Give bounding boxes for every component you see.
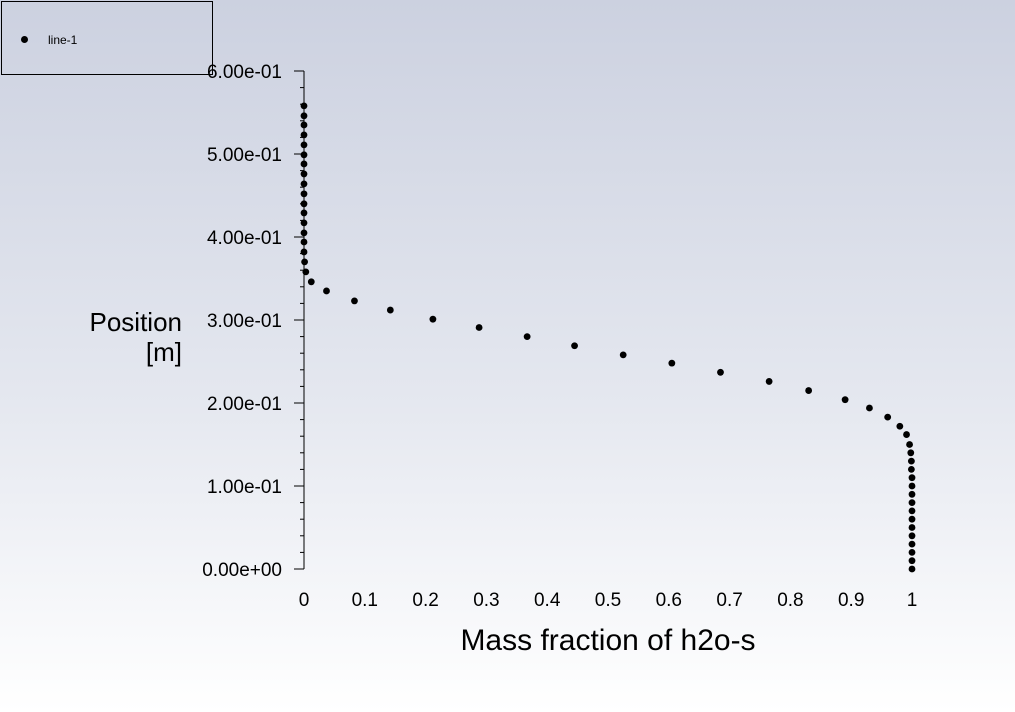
data-point	[300, 229, 308, 237]
data-point	[908, 524, 916, 531]
data-point	[908, 499, 916, 506]
data-point	[300, 219, 308, 227]
data-point	[307, 278, 315, 286]
data-point	[765, 378, 773, 385]
x-tick-label: 0.7	[716, 590, 742, 611]
data-point	[907, 449, 915, 457]
tick-labels: 0.00e+00 1.00e-01 2.00e-01 3.00e-01 4.00e-01…	[202, 62, 917, 611]
x-tick-label: 0.3	[473, 590, 499, 611]
data-point	[908, 490, 916, 498]
x-tick-label: 0.2	[412, 590, 438, 611]
data-point	[351, 297, 358, 305]
data-point	[386, 306, 394, 314]
x-tick-label: 0.1	[352, 590, 378, 611]
data-point	[475, 324, 483, 331]
data-point	[300, 102, 308, 110]
x-axis-label: Mass fraction of h2o-s	[460, 624, 755, 657]
data-point	[523, 333, 531, 340]
data-point	[300, 170, 308, 178]
y-tick-label: 1.00e-01	[207, 477, 282, 498]
data-point	[908, 565, 916, 573]
x-tick-label: 0.6	[656, 590, 682, 611]
x-tick-label: 1	[907, 590, 918, 611]
y-axis-label-line-2: [m]	[146, 337, 182, 367]
data-point	[906, 441, 913, 448]
data-point	[668, 359, 676, 367]
data-point	[908, 474, 916, 482]
data-point	[300, 238, 308, 246]
data-point	[908, 549, 916, 556]
legend: line-1	[1, 1, 213, 75]
data-point	[907, 457, 915, 465]
data-point	[301, 258, 309, 266]
data-point	[903, 431, 910, 438]
data-point	[908, 540, 916, 548]
data-point	[866, 404, 873, 412]
data-point	[429, 315, 437, 323]
x-tick-label: 0.9	[838, 590, 864, 611]
data-point	[300, 209, 308, 217]
x-tick-label: 0.5	[595, 590, 621, 611]
data-point	[571, 342, 578, 350]
y-tick-label: 6.00e-01	[207, 62, 282, 83]
data-point	[619, 351, 627, 359]
data-point	[300, 131, 308, 139]
data-point	[908, 532, 916, 540]
y-tick-label: 3.00e-01	[207, 311, 282, 332]
data-point	[908, 515, 916, 523]
data-point	[884, 413, 892, 421]
y-tick-label: 2.00e-01	[207, 394, 282, 415]
x-tick-label: 0.4	[534, 590, 561, 611]
x-tick-label: 0.8	[777, 590, 803, 611]
data-point	[908, 557, 916, 565]
data-point	[323, 287, 330, 295]
data-point	[300, 248, 308, 256]
y-tick-label: 5.00e-01	[207, 145, 282, 166]
data-point	[300, 141, 308, 149]
legend-label: line-1	[48, 33, 78, 47]
data-point	[908, 507, 916, 515]
data-point	[896, 422, 904, 430]
data-point	[907, 466, 915, 473]
data-point	[300, 121, 308, 129]
data-point	[300, 180, 308, 188]
data-points	[300, 102, 916, 573]
data-point	[302, 268, 310, 276]
data-point	[805, 387, 813, 394]
y-tick-label: 0.00e+00	[202, 560, 282, 581]
data-point	[300, 112, 308, 120]
data-point	[300, 190, 308, 198]
data-point	[717, 368, 724, 376]
data-point	[908, 482, 916, 490]
data-point	[300, 151, 308, 159]
y-axis-label-line-1: Position	[90, 307, 183, 337]
data-point	[300, 200, 308, 208]
data-point	[300, 160, 308, 168]
data-point	[841, 396, 849, 404]
legend-marker	[21, 36, 28, 43]
y-tick-label: 4.00e-01	[207, 228, 282, 249]
x-tick-label: 0	[299, 590, 310, 611]
